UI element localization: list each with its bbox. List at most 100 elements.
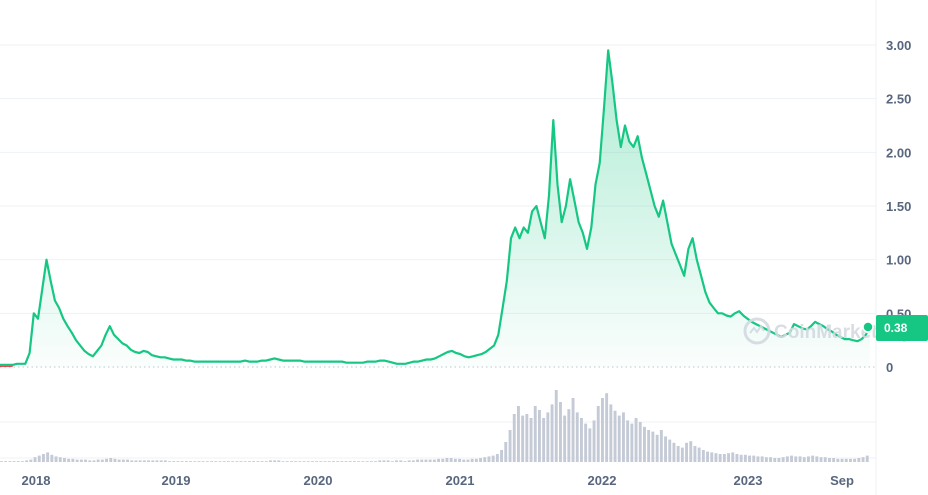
volume-bar xyxy=(483,457,487,462)
volume-bar xyxy=(630,423,634,462)
y-tick-label: 0 xyxy=(886,360,893,375)
volume-bar xyxy=(735,454,739,462)
volume-bar xyxy=(353,461,356,462)
volume-bar xyxy=(668,439,672,462)
y-tick-label: 3.00 xyxy=(886,38,911,53)
volume-bar xyxy=(294,461,298,462)
volume-bar xyxy=(647,430,651,462)
y-tick-label: 1.00 xyxy=(886,253,911,268)
volume-bar xyxy=(416,459,419,462)
volume-bar xyxy=(785,456,789,462)
volume-bar xyxy=(222,461,226,462)
y-tick-label: 2.50 xyxy=(886,92,911,107)
x-tick-label: Sep xyxy=(830,473,854,488)
volume-bar xyxy=(290,461,293,462)
volume-bar xyxy=(773,458,777,462)
volume-bar xyxy=(588,428,592,462)
volume-bar xyxy=(517,406,520,462)
volume-bar xyxy=(676,446,680,462)
volume-bar xyxy=(533,406,537,462)
volume-bar xyxy=(88,460,92,462)
volume-bar xyxy=(853,458,857,462)
volume-bars xyxy=(0,390,869,462)
volume-bar xyxy=(386,460,390,462)
volume-bar xyxy=(399,460,403,462)
volume-bar xyxy=(798,456,802,462)
volume-bar xyxy=(500,450,503,462)
volume-bar xyxy=(571,398,575,462)
volume-bar xyxy=(298,461,302,462)
volume-bar xyxy=(67,458,71,462)
volume-bar xyxy=(42,454,45,462)
volume-bar xyxy=(50,454,54,462)
volume-bar xyxy=(100,459,104,462)
volume-bar xyxy=(46,452,50,462)
y-tick-label: 2.00 xyxy=(886,145,911,160)
volume-bar xyxy=(424,459,428,462)
volume-bar xyxy=(470,458,474,462)
volume-bar xyxy=(243,461,247,462)
volume-bar xyxy=(563,415,567,462)
volume-bar xyxy=(441,458,445,462)
volume-bar xyxy=(538,410,541,462)
volume-bar xyxy=(722,454,726,462)
volume-bar xyxy=(163,460,167,462)
volume-bar xyxy=(214,461,218,462)
volume-bar xyxy=(559,402,562,462)
volume-bar xyxy=(449,458,453,462)
volume-bar xyxy=(815,456,819,462)
volume-bar xyxy=(113,458,117,462)
volume-bar xyxy=(764,457,768,462)
volume-bar xyxy=(819,457,823,462)
volume-bar xyxy=(512,414,516,462)
volume-bar xyxy=(117,459,121,462)
volume-bar xyxy=(613,410,617,462)
volume-bar xyxy=(407,460,411,462)
volume-bar xyxy=(71,458,75,462)
x-tick-label: 2021 xyxy=(446,473,475,488)
volume-bar xyxy=(840,458,844,462)
coinmarketcap-logo-icon xyxy=(743,317,771,345)
volume-bar xyxy=(390,461,394,462)
volume-bar xyxy=(655,434,659,462)
x-tick-label: 2020 xyxy=(304,473,333,488)
volume-bar xyxy=(264,461,268,462)
volume-bar xyxy=(601,398,604,462)
volume-bar xyxy=(151,460,155,462)
volume-bar xyxy=(193,461,197,462)
volume-bar xyxy=(227,461,230,462)
volume-bar xyxy=(811,455,815,462)
volume-bar xyxy=(285,461,289,462)
volume-bar xyxy=(445,458,449,462)
volume-bar xyxy=(235,461,239,462)
volume-bar xyxy=(437,458,440,462)
volume-bar xyxy=(495,454,499,462)
volume-bar xyxy=(16,461,20,462)
current-price-label: 0.38 xyxy=(884,321,908,335)
volume-bar xyxy=(521,415,525,462)
volume-bar xyxy=(664,436,667,462)
volume-bar xyxy=(731,452,735,462)
volume-bar xyxy=(823,457,827,462)
volume-bar xyxy=(474,458,478,462)
volume-bar xyxy=(239,461,243,462)
volume-bar xyxy=(542,418,546,462)
volume-bar xyxy=(184,461,188,462)
volume-bar xyxy=(748,455,751,462)
volume-bar xyxy=(592,420,596,462)
volume-bar xyxy=(479,458,482,462)
volume-bar xyxy=(634,418,638,462)
volume-bar xyxy=(462,459,466,462)
volume-bar xyxy=(739,454,743,462)
volume-bar xyxy=(180,461,184,462)
volume-bar xyxy=(781,457,785,462)
volume-bar xyxy=(63,458,66,462)
x-tick-label: 2019 xyxy=(162,473,191,488)
volume-bar xyxy=(142,460,146,462)
volume-bar xyxy=(231,461,235,462)
volume-bar xyxy=(760,456,764,462)
volume-bar xyxy=(210,461,213,462)
volume-bar xyxy=(680,447,684,462)
volume-bar xyxy=(453,458,457,462)
volume-bar xyxy=(466,459,470,462)
